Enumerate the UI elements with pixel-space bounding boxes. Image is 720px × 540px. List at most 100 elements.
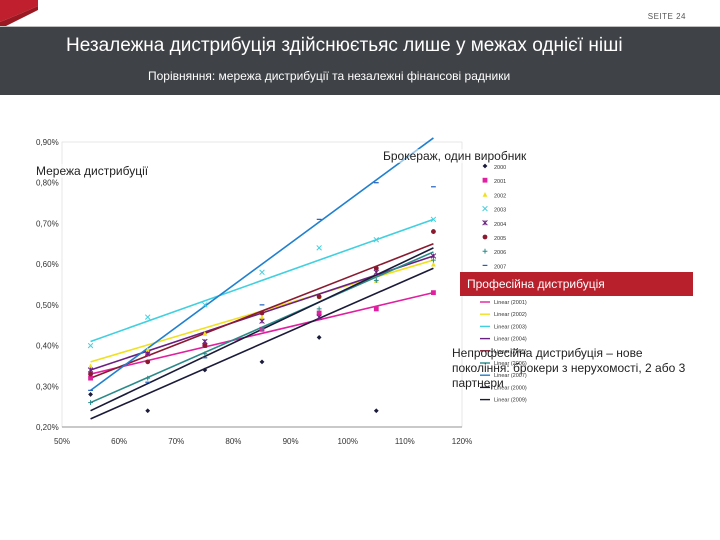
data-point	[316, 310, 322, 316]
trendline	[90, 267, 434, 420]
data-point	[482, 248, 488, 254]
title-banner: Незалежна дистрибуція здійснюєтьяс лише …	[0, 27, 720, 95]
data-point	[373, 278, 379, 283]
data-point	[373, 269, 380, 276]
x-tick-label: 50%	[54, 437, 70, 446]
data-point	[430, 253, 437, 259]
legend-label: 2006	[494, 250, 506, 256]
data-point	[259, 310, 265, 316]
data-point	[431, 257, 436, 263]
data-point	[373, 265, 379, 271]
data-point	[202, 367, 208, 373]
legend-label: Linear (2005)	[494, 349, 527, 355]
legend-label: 2000	[494, 165, 506, 171]
data-point	[259, 359, 265, 365]
data-point	[316, 314, 322, 320]
data-points	[87, 182, 437, 414]
data-point	[316, 306, 322, 312]
data-point	[482, 163, 488, 169]
x-tick-label: 100%	[337, 437, 357, 446]
data-point	[482, 205, 488, 212]
data-point	[316, 245, 322, 251]
data-point	[144, 314, 151, 320]
y-tick-label: 0,80%	[36, 179, 59, 188]
legend-label: 2003	[494, 208, 506, 214]
x-tick-label: 110%	[395, 437, 415, 446]
x-tick-label: 60%	[111, 437, 127, 446]
data-point	[430, 216, 437, 223]
legend-label: Linear (2007)	[494, 373, 527, 379]
page-number: SEITE 24	[647, 12, 686, 21]
legend: 2000 2001 2002 2003 2004 2005 2006 2007 Linear (…	[480, 163, 527, 404]
legend-label: 2001	[494, 179, 506, 185]
plot-frame	[61, 141, 463, 428]
legend-label: 2004	[494, 222, 506, 228]
data-point	[259, 326, 265, 332]
legend-label: Linear (2000)	[494, 385, 527, 391]
y-tick-label: 0,20%	[36, 423, 59, 432]
data-point	[373, 306, 379, 312]
data-point	[373, 236, 380, 243]
x-tick-label: 90%	[283, 437, 299, 446]
data-point	[202, 351, 208, 357]
annotation-professional: Професійна дистрибуція	[460, 272, 693, 296]
y-tick-label: 0,40%	[36, 342, 59, 351]
data-point	[431, 261, 436, 267]
data-point	[145, 359, 151, 365]
data-point	[316, 335, 322, 340]
data-point	[431, 229, 436, 234]
annotation-non-professional: Непрофесійна дистрибуція – нове поколінн…	[452, 346, 686, 390]
x-tick-label: 70%	[168, 437, 184, 446]
data-point	[202, 338, 208, 345]
data-point	[482, 220, 488, 226]
y-tick-label: 0,30%	[36, 382, 59, 391]
data-point	[144, 350, 151, 357]
y-tick-label: 0,90%	[36, 138, 59, 147]
legend-label: Linear (2004)	[494, 337, 527, 343]
axis-ticks: 0,20% 0,30% 0,40% 0,50% 0,60% 0,70% 0,80% 0,90%…	[36, 138, 472, 446]
data-point	[259, 314, 265, 320]
legend-label: Linear (2006)	[494, 361, 527, 367]
data-point	[88, 371, 93, 377]
data-point	[259, 269, 265, 276]
data-point	[145, 375, 151, 381]
data-point	[202, 302, 208, 308]
data-point	[145, 408, 151, 414]
legend-label: 2002	[494, 193, 506, 199]
data-point	[431, 290, 436, 296]
annotation-distribution-network: Мережа дистрибуції	[36, 164, 149, 178]
data-point	[482, 192, 488, 197]
data-point	[482, 177, 488, 183]
legend-label: Linear (2001)	[494, 300, 527, 306]
page-subtitle: Порівняння: мережа дистрибуції та незале…	[148, 69, 511, 83]
legend-label: Linear (2003)	[494, 324, 527, 330]
data-point	[87, 367, 94, 373]
company-logo	[0, 0, 38, 26]
data-point	[145, 347, 151, 353]
y-tick-label: 0,70%	[36, 219, 59, 228]
y-tick-label: 0,50%	[36, 301, 59, 310]
x-tick-label: 120%	[452, 437, 472, 446]
data-point	[373, 408, 379, 414]
legend-label: Linear (2009)	[494, 398, 527, 404]
data-point	[88, 363, 93, 369]
data-point	[482, 234, 488, 240]
data-point	[259, 318, 265, 324]
data-point	[202, 343, 208, 348]
legend-label: Linear (2002)	[494, 312, 527, 318]
page-title: Незалежна дистрибуція здійснюєтьяс лише …	[66, 35, 623, 56]
data-point	[87, 342, 94, 349]
annotation-brokerage: Брокераж, один виробник	[383, 149, 527, 163]
y-tick-label: 0,60%	[36, 260, 59, 269]
legend-label: 2007	[494, 264, 506, 270]
header-divider	[0, 26, 720, 27]
data-point	[202, 330, 208, 336]
x-tick-label: 80%	[225, 437, 241, 446]
data-point	[88, 375, 93, 381]
legend-label: 2005	[494, 236, 506, 242]
plot-area	[61, 141, 463, 428]
data-point	[88, 392, 93, 397]
data-point	[88, 400, 93, 405]
trendlines	[90, 137, 434, 420]
